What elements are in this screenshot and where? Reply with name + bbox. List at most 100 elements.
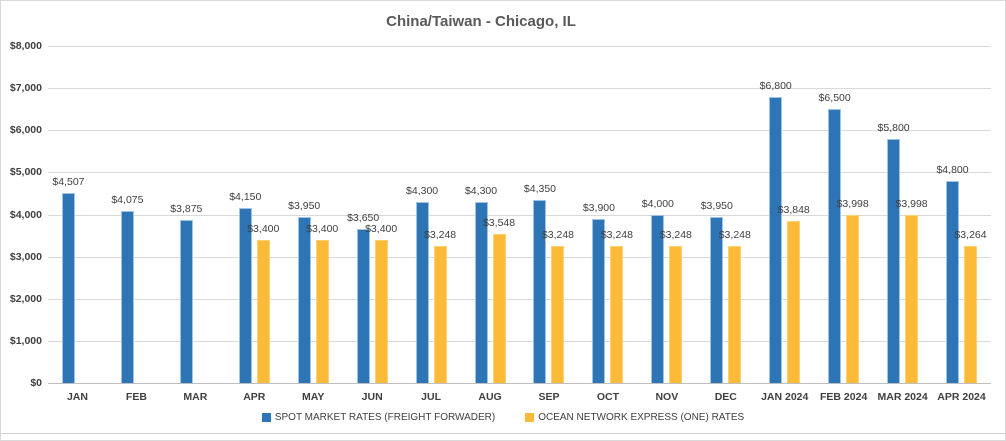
bar-spot-market-rates: [356, 229, 370, 383]
bar-one-rates: [492, 233, 506, 383]
bar-value-label: $4,300: [406, 184, 439, 197]
legend-label-one-rates: OCEAN NETWORK EXPRESS (ONE) RATES: [538, 412, 745, 423]
bar-spot-market-rates: [946, 180, 960, 383]
x-axis-category-label: MAR 2024: [877, 391, 928, 403]
x-axis-line: [48, 383, 991, 384]
bar-value-label: $3,848: [777, 203, 810, 216]
x-axis-category-label: JAN 2024: [761, 391, 809, 403]
bar-one-rates: [374, 239, 388, 383]
bar-value-label: $6,500: [818, 92, 851, 105]
legend-item-spot-market: SPOT MARKET RATES (FREIGHT FORWADER): [261, 412, 496, 423]
x-axis-category-label: FEB 2024: [820, 391, 868, 403]
grid-line: [48, 214, 991, 216]
grid-line: [48, 340, 991, 342]
x-axis-category-label: JUL: [421, 391, 442, 403]
bar-one-rates: [551, 246, 565, 383]
bar-value-label: $5,800: [877, 121, 910, 134]
bar-value-label: $4,075: [111, 194, 144, 207]
chart-bottom-edge: [1, 433, 1005, 434]
grid-line: [48, 172, 991, 174]
bar-one-rates: [610, 246, 624, 383]
bar-value-label: $3,248: [659, 229, 692, 242]
bar-one-rates: [256, 239, 270, 383]
y-axis-tick-label: $4,000: [9, 208, 42, 221]
bar-one-rates: [787, 220, 801, 383]
legend-item-one-rates: OCEAN NETWORK EXPRESS (ONE) RATES: [525, 412, 744, 423]
bar-spot-market-rates: [179, 219, 193, 383]
bar-spot-market-rates: [592, 218, 606, 383]
bar-one-rates: [433, 246, 447, 383]
bar-one-rates: [669, 246, 683, 383]
legend: SPOT MARKET RATES (FREIGHT FORWADER) OCE…: [1, 412, 1005, 423]
bar-value-label: $3,264: [954, 228, 987, 241]
bar-value-label: $3,248: [718, 229, 751, 242]
x-axis-category-label: MAR: [183, 391, 208, 403]
bar-one-rates: [905, 214, 919, 383]
y-axis-tick-label: $7,000: [9, 82, 42, 95]
bar-spot-market-rates: [238, 208, 252, 383]
bar-one-rates: [846, 214, 860, 383]
y-axis-tick-label: $3,000: [9, 250, 42, 263]
bar-one-rates: [315, 239, 329, 383]
bar-value-label: $3,950: [288, 199, 321, 212]
x-axis-category-label: MAY: [302, 391, 325, 403]
y-axis-tick-label: $2,000: [9, 292, 42, 305]
bar-value-label: $3,875: [170, 202, 203, 215]
legend-label-spot-market: SPOT MARKET RATES (FREIGHT FORWADER): [274, 412, 496, 423]
bar-spot-market-rates: [887, 138, 901, 383]
bar-one-rates: [728, 246, 742, 383]
grid-line: [48, 46, 991, 47]
bar-value-label: $3,248: [424, 229, 457, 242]
bar-value-label: $3,900: [582, 201, 615, 214]
bar-value-label: $3,400: [306, 222, 339, 235]
bar-spot-market-rates: [828, 109, 842, 383]
x-axis-category-label: OCT: [596, 391, 619, 403]
bar-value-label: $6,800: [759, 79, 792, 92]
y-axis-tick-label: $5,000: [9, 166, 42, 179]
y-axis-tick-label: $1,000: [9, 334, 42, 347]
x-axis-category-label: SEP: [538, 391, 560, 403]
y-axis-tick-label: $6,000: [9, 124, 42, 137]
bar-spot-market-rates: [297, 216, 311, 383]
grid-line: [48, 256, 991, 258]
chart-title: China/Taiwan - Chicago, IL: [386, 13, 576, 30]
bar-one-rates: [964, 245, 978, 383]
x-axis-category-label: APR 2024: [937, 391, 986, 403]
bar-value-label: $4,150: [229, 191, 262, 204]
bar-value-label: $3,998: [895, 197, 928, 210]
bar-value-label: $3,950: [700, 199, 733, 212]
x-axis-category-label: DEC: [714, 391, 737, 403]
bar-value-label: $3,548: [482, 216, 516, 229]
grid-line: [48, 298, 991, 300]
bar-value-label: $3,650: [347, 212, 380, 225]
x-axis-category-label: JAN: [66, 391, 88, 403]
x-axis-category-label: NOV: [655, 391, 679, 403]
bar-value-label: $3,400: [365, 222, 398, 235]
legend-swatch-one-rates-icon: [525, 413, 535, 422]
bar-value-label: $3,248: [600, 229, 633, 242]
x-axis-category-label: JUN: [361, 391, 383, 403]
bar-value-label: $4,000: [641, 197, 674, 210]
bar-value-label: $4,300: [464, 184, 498, 197]
bar-spot-market-rates: [710, 216, 724, 383]
bar-spot-market-rates: [533, 199, 547, 383]
bar-value-label: $3,400: [247, 222, 280, 235]
bar-value-label: $3,248: [541, 229, 575, 242]
bar-spot-market-rates: [120, 211, 134, 383]
x-axis-category-label: AUG: [478, 391, 502, 403]
bar-value-label: $4,800: [936, 163, 969, 176]
bar-value-label: $4,350: [523, 182, 557, 195]
bar-spot-market-rates: [415, 201, 429, 383]
bar-value-label: $3,998: [836, 197, 869, 210]
y-axis-tick-label: $8,000: [9, 40, 42, 52]
grid-line: [48, 130, 991, 132]
legend-swatch-spot-market-icon: [261, 413, 271, 422]
bar-value-label: $4,507: [52, 176, 85, 189]
x-axis-category-label: FEB: [125, 391, 147, 403]
grid-line: [48, 88, 991, 90]
bar-spot-market-rates: [651, 214, 665, 383]
bar-spot-market-rates: [474, 201, 488, 383]
y-axis-tick-label: $0: [30, 377, 42, 389]
bar-spot-market-rates: [769, 96, 783, 383]
